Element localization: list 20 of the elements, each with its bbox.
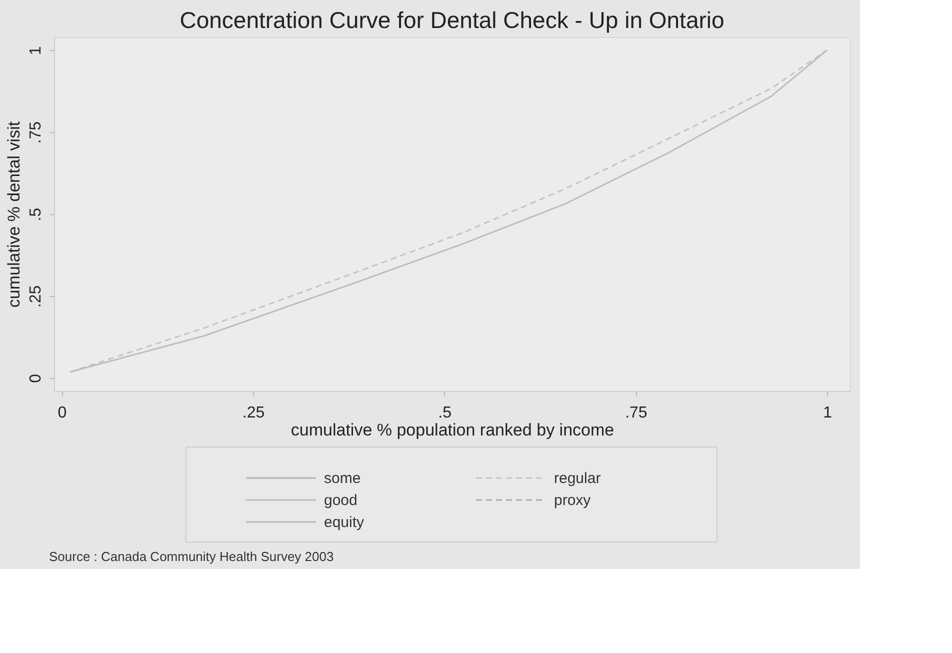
legend-label: good — [324, 492, 358, 509]
y-tick-label: .5 — [28, 208, 44, 222]
legend-label: proxy — [554, 492, 592, 509]
legend-label: some — [324, 470, 361, 487]
y-tick-label: 1 — [28, 46, 44, 56]
y-axis-title: cumulative % dental visit — [4, 121, 24, 308]
legend-label: regular — [554, 470, 601, 487]
line-series — [69, 49, 828, 373]
source-note: Source : Canada Community Health Survey 2003 — [49, 549, 334, 564]
chart-title: Concentration Curve for Dental Check - Up in Ontario — [180, 7, 724, 33]
legend-label: equity — [324, 514, 365, 531]
y-tick-label: 0 — [28, 374, 44, 383]
x-tick-label: .5 — [438, 404, 452, 422]
y-tick-label: .75 — [28, 121, 44, 144]
x-tick-label: 0 — [58, 404, 67, 422]
x-axis-title: cumulative % population ranked by income — [290, 420, 614, 440]
x-tick-label: 1 — [823, 404, 832, 422]
y-tick-label: .25 — [28, 285, 44, 308]
x-tick-label: .75 — [625, 404, 648, 422]
x-tick-label: .25 — [242, 404, 265, 422]
